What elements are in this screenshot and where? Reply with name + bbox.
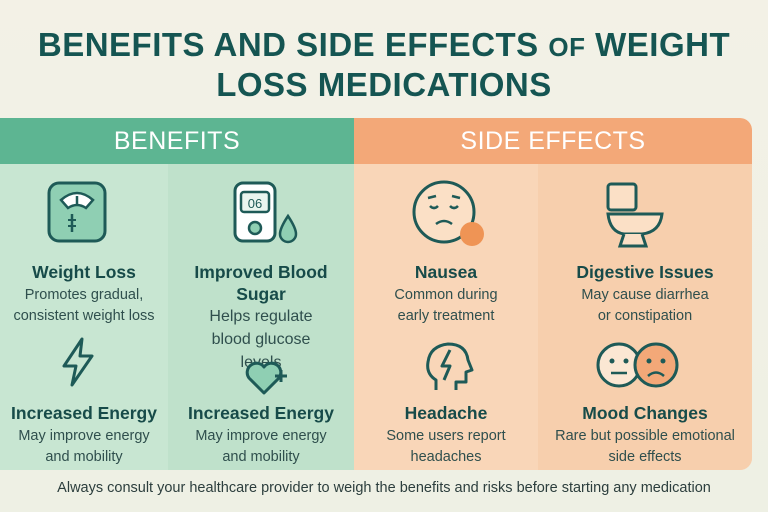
benefit-desc: May improve energy and mobility bbox=[18, 428, 150, 465]
side-name: Nausea bbox=[414, 262, 478, 282]
glucose-meter-icon: 06 bbox=[233, 181, 298, 244]
nausea-face-icon bbox=[412, 180, 484, 246]
side-name: Headache bbox=[404, 403, 488, 423]
lightning-icon bbox=[62, 337, 94, 387]
footer-disclaimer: Always consult your healthcare provider … bbox=[57, 480, 711, 496]
scale-icon bbox=[47, 181, 107, 243]
benefit-name: Increased Energy bbox=[11, 403, 157, 423]
benefit-desc: May improve energy and mobility bbox=[195, 428, 327, 465]
benefit-weight-loss: Weight Loss Promotes gradual, consistent… bbox=[0, 261, 168, 327]
benefits-panel: BENEFITS Weight Loss Promotes gradual, c… bbox=[0, 118, 354, 470]
side-name: Digestive Issues bbox=[576, 262, 714, 282]
page-title: BENEFITS AND SIDE EFFECTS OF WEIGHT LOSS… bbox=[0, 26, 768, 104]
headache-icon bbox=[426, 342, 474, 390]
benefit-name: Weight Loss bbox=[32, 262, 136, 282]
meter-reading: 06 bbox=[248, 196, 262, 211]
title-line1: BENEFITS AND SIDE EFFECTS bbox=[37, 26, 549, 63]
benefit-name: Increased Energy bbox=[188, 403, 334, 423]
benefit-blood-sugar: Improved Blood Sugar Helps regulate bloo… bbox=[180, 261, 342, 374]
side-mood: Mood Changes Rare but possible emotional… bbox=[538, 402, 752, 468]
side-desc: May cause diarrhea or constipation bbox=[581, 287, 709, 324]
title-of: OF bbox=[548, 32, 586, 62]
side-desc: Some users report headaches bbox=[386, 428, 506, 465]
benefits-header: BENEFITS bbox=[0, 118, 354, 164]
side-desc: Rare but possible emotional side effects bbox=[555, 428, 735, 465]
side-desc: Common during early treatment bbox=[394, 287, 498, 324]
side-headache: Headache Some users report headaches bbox=[354, 402, 538, 468]
toilet-icon bbox=[606, 182, 664, 248]
benefit-name: Improved Blood Sugar bbox=[194, 262, 328, 304]
side-name: Mood Changes bbox=[582, 403, 708, 423]
benefit-energy-1: Increased Energy May improve energy and … bbox=[0, 402, 168, 468]
benefit-desc: Promotes gradual, consistent weight loss bbox=[13, 287, 155, 324]
side-nausea: Nausea Common during early treatment bbox=[354, 261, 538, 327]
benefit-energy-2: Increased Energy May improve energy and … bbox=[176, 402, 346, 468]
side-effects-header: SIDE EFFECTS bbox=[354, 118, 752, 164]
side-digestive: Digestive Issues May cause diarrhea or c… bbox=[538, 261, 752, 327]
title-line1-end: WEIGHT bbox=[585, 26, 731, 63]
side-effects-panel: SIDE EFFECTS Nausea Common during early … bbox=[354, 118, 752, 470]
heart-plus-icon bbox=[245, 361, 287, 395]
mood-faces-icon bbox=[596, 342, 679, 388]
title-line2: LOSS MEDICATIONS bbox=[216, 66, 552, 103]
